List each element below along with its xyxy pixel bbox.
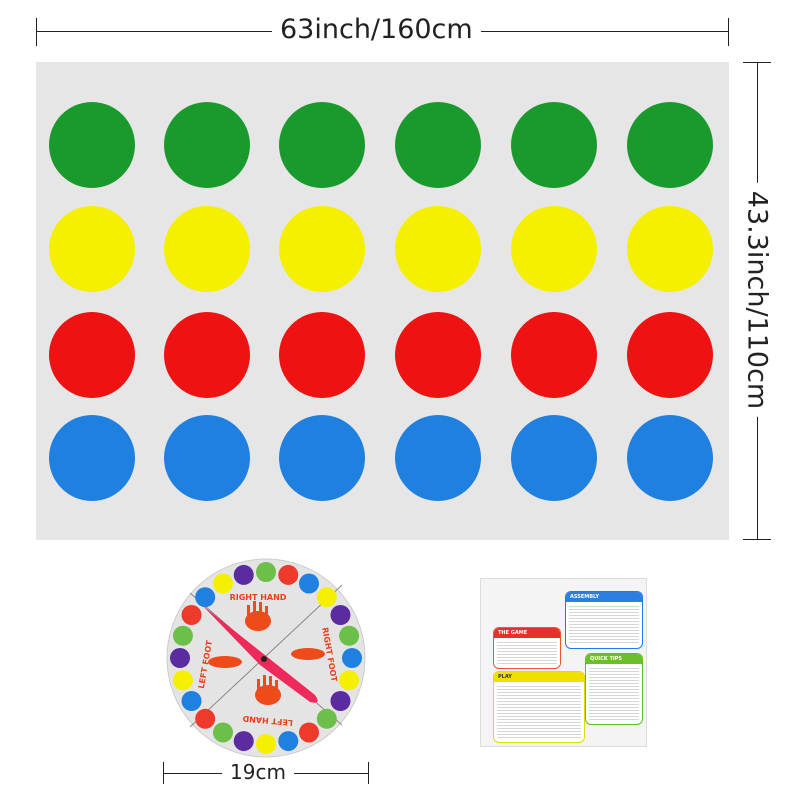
instruction-card: THE GAME ASSEMBLY PLAY QUICK TIPS	[480, 578, 647, 747]
mat-spot-red	[279, 312, 365, 398]
mat-spot-red	[164, 312, 250, 398]
spinner-ring-dot	[339, 670, 360, 691]
spinner-ring-dot	[299, 573, 319, 594]
left-foot-icon	[208, 656, 242, 668]
right-foot-icon	[291, 648, 325, 660]
spinner-dimension-label: 19cm	[222, 760, 294, 784]
section-the-game: THE GAME	[493, 627, 561, 669]
mat-spot-yellow	[49, 206, 135, 292]
right-hand-icon	[245, 601, 271, 631]
spinner-dimension-tick-left	[163, 762, 164, 784]
mat-spot-yellow	[627, 206, 713, 292]
spinner-ring-dot	[233, 564, 254, 585]
spinner-dimension-tick-right	[368, 762, 369, 784]
spinner-pivot	[261, 656, 267, 662]
spinner-ring-dot	[299, 722, 319, 743]
spinner-board: RIGHT HAND RIGHT FOOT LEFT HAND LEFT FOO…	[166, 558, 366, 758]
spinner-ring-dot	[172, 670, 193, 691]
section-quick-tips: QUICK TIPS	[585, 653, 643, 725]
mat-spot-yellow	[164, 206, 250, 292]
spinner-ring-dot	[330, 691, 351, 711]
spinner-ring-dot	[342, 648, 362, 668]
mat-spot-yellow	[395, 206, 481, 292]
spinner-ring-dot	[316, 708, 337, 729]
left-hand-icon	[255, 675, 281, 705]
spinner-ring-dot	[213, 722, 233, 743]
mat-spot-green	[395, 102, 481, 188]
width-dimension-tick-left	[36, 18, 37, 46]
spinner-ring-dot	[195, 587, 216, 608]
mat-spot-blue	[627, 415, 713, 501]
spinner-ring-dot	[339, 625, 360, 646]
spinner-ring-dot	[195, 708, 216, 729]
spinner-ring-dot	[233, 731, 254, 752]
height-dimension-label: 43.3inch/110cm	[741, 182, 773, 418]
spinner-ring-dot	[172, 625, 193, 646]
height-dimension-tick-top	[743, 62, 771, 63]
spinner-ring-dot	[256, 734, 276, 754]
mat-spot-red	[627, 312, 713, 398]
spinner-ring-dot	[316, 587, 337, 608]
width-dimension-tick-right	[728, 18, 729, 46]
mat-spot-yellow	[279, 206, 365, 292]
section-assembly: ASSEMBLY	[565, 591, 643, 649]
mat-spot-yellow	[511, 206, 597, 292]
mat-spot-red	[49, 312, 135, 398]
spinner-ring-dot	[170, 648, 190, 668]
spinner-ring-dot	[256, 562, 276, 582]
mat-spot-blue	[279, 415, 365, 501]
mat-spot-green	[164, 102, 250, 188]
mat-spot-green	[627, 102, 713, 188]
spinner-ring-dot	[181, 691, 202, 711]
mat-spot-red	[395, 312, 481, 398]
mat-spot-green	[279, 102, 365, 188]
spinner-label-left-hand: LEFT HAND	[242, 714, 293, 727]
mat-spot-blue	[49, 415, 135, 501]
spinner-ring-dot	[278, 731, 299, 752]
spinner-ring-dot	[330, 605, 351, 625]
spinner-label-right-hand: RIGHT HAND	[230, 593, 287, 602]
width-dimension-label: 63inch/160cm	[272, 14, 481, 45]
mat-spot-blue	[164, 415, 250, 501]
mat-spot-green	[49, 102, 135, 188]
spinner-pointer[interactable]	[202, 605, 318, 703]
section-play: PLAY	[493, 671, 585, 743]
mat-spot-blue	[395, 415, 481, 501]
spinner-ring-dot	[213, 573, 233, 594]
mat-spot-blue	[511, 415, 597, 501]
mat-spot-red	[511, 312, 597, 398]
twister-mat	[36, 62, 729, 540]
spinner-ring-dot	[278, 564, 299, 585]
mat-spot-green	[511, 102, 597, 188]
height-dimension-tick-bottom	[743, 539, 771, 540]
spinner-ring-dot	[181, 605, 202, 625]
